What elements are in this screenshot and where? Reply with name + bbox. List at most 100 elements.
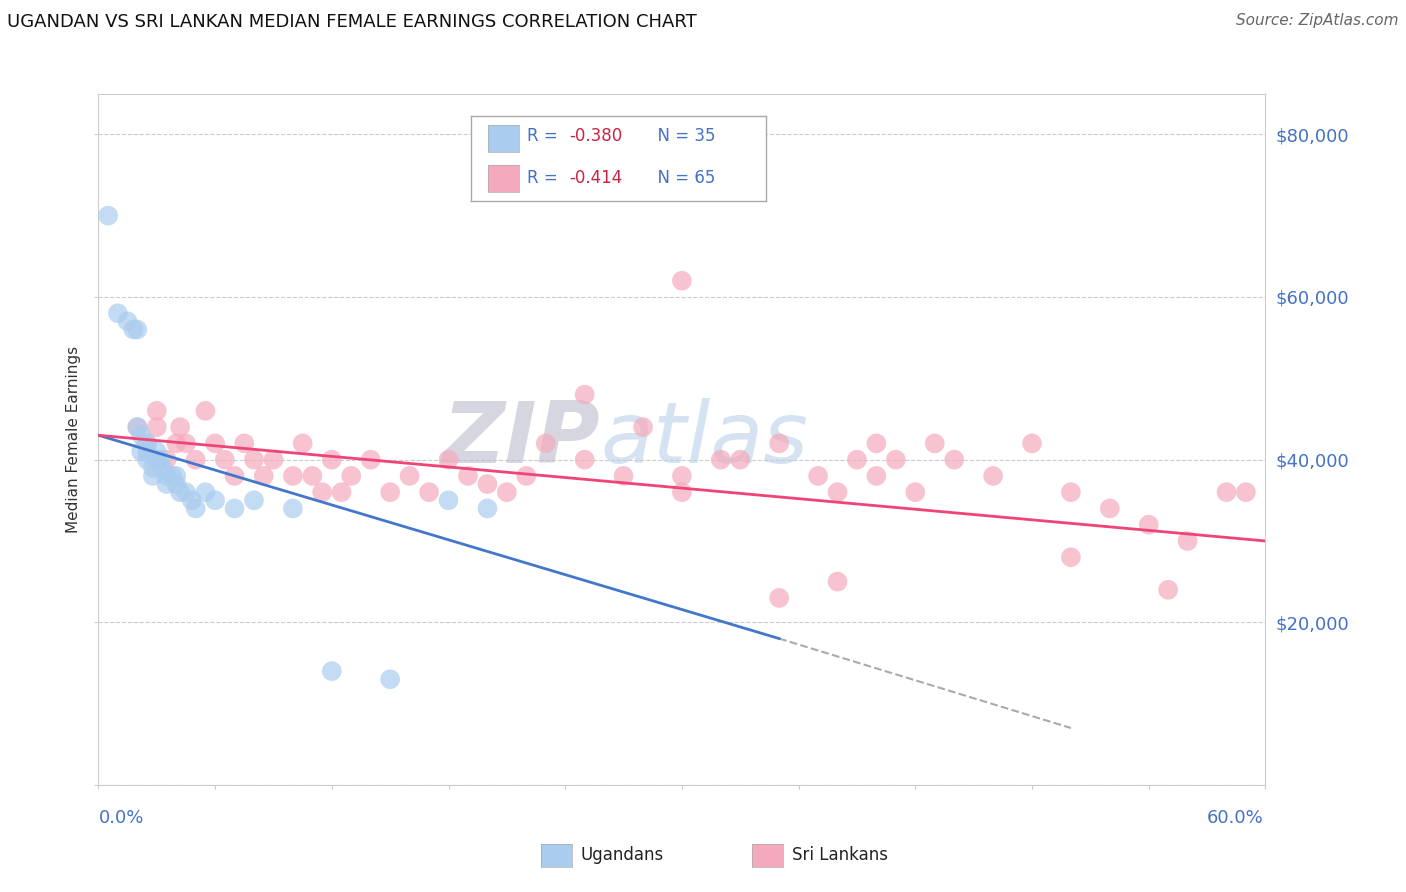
Point: [243, 493, 266, 508]
Point: [152, 460, 174, 475]
Text: N = 65: N = 65: [647, 169, 716, 187]
Point: [262, 452, 284, 467]
Point: [330, 485, 353, 500]
Text: R =: R =: [527, 169, 564, 187]
Point: [477, 477, 499, 491]
Point: [184, 452, 207, 467]
Point: [710, 452, 733, 467]
Point: [117, 314, 139, 328]
Point: [136, 452, 159, 467]
Point: [162, 469, 184, 483]
Point: [846, 452, 869, 467]
Point: [340, 469, 363, 483]
Point: [107, 306, 129, 320]
Point: [146, 420, 169, 434]
Text: 0.0%: 0.0%: [98, 809, 143, 827]
Point: [136, 444, 159, 458]
Point: [378, 672, 402, 686]
Point: [981, 469, 1004, 483]
Point: [457, 469, 479, 483]
Point: [165, 477, 187, 491]
Point: [155, 452, 177, 467]
Point: [1215, 485, 1237, 500]
Text: Sri Lankans: Sri Lankans: [792, 846, 887, 863]
Text: 60.0%: 60.0%: [1208, 809, 1264, 827]
Point: [1177, 533, 1199, 548]
Point: [136, 436, 159, 450]
Point: [534, 436, 557, 450]
Point: [671, 469, 693, 483]
Point: [321, 452, 343, 467]
Point: [865, 436, 887, 450]
Point: [180, 493, 202, 508]
Point: [904, 485, 927, 500]
Point: [169, 485, 191, 500]
Y-axis label: Median Female Earnings: Median Female Earnings: [66, 346, 82, 533]
Point: [360, 452, 382, 467]
Point: [214, 452, 236, 467]
Point: [321, 664, 343, 678]
Point: [169, 420, 191, 434]
Point: [398, 469, 420, 483]
Point: [631, 420, 654, 434]
Text: -0.414: -0.414: [569, 169, 623, 187]
Text: atlas: atlas: [600, 398, 808, 481]
Text: N = 35: N = 35: [647, 127, 716, 145]
Point: [884, 452, 907, 467]
Point: [165, 469, 187, 483]
Point: [827, 574, 849, 589]
Point: [574, 387, 596, 401]
Point: [943, 452, 966, 467]
Point: [233, 436, 256, 450]
Point: [129, 444, 152, 458]
Point: [194, 485, 217, 500]
Point: [730, 452, 752, 467]
Point: [146, 452, 169, 467]
Point: [97, 209, 120, 223]
Point: [924, 436, 946, 450]
Point: [515, 469, 537, 483]
Point: [807, 469, 830, 483]
Point: [613, 469, 636, 483]
Point: [184, 501, 207, 516]
Text: ZIP: ZIP: [443, 398, 600, 481]
Point: [827, 485, 849, 500]
Point: [174, 485, 197, 500]
Text: -0.380: -0.380: [569, 127, 623, 145]
Point: [671, 485, 693, 500]
Point: [224, 469, 246, 483]
Point: [1021, 436, 1043, 450]
Point: [1234, 485, 1257, 500]
Point: [174, 436, 197, 450]
Point: [127, 420, 149, 434]
Point: [1060, 485, 1083, 500]
Point: [165, 436, 187, 450]
Point: [671, 274, 693, 288]
Point: [194, 404, 217, 418]
Point: [122, 322, 145, 336]
Text: R =: R =: [527, 127, 564, 145]
Point: [142, 469, 165, 483]
Point: [418, 485, 440, 500]
Point: [574, 452, 596, 467]
Point: [378, 485, 402, 500]
Text: Source: ZipAtlas.com: Source: ZipAtlas.com: [1236, 13, 1399, 29]
Point: [768, 436, 790, 450]
Text: UGANDAN VS SRI LANKAN MEDIAN FEMALE EARNINGS CORRELATION CHART: UGANDAN VS SRI LANKAN MEDIAN FEMALE EARN…: [7, 13, 697, 31]
Point: [127, 420, 149, 434]
Point: [768, 591, 790, 605]
Point: [253, 469, 276, 483]
Point: [129, 428, 152, 442]
Point: [1098, 501, 1121, 516]
Point: [1137, 517, 1160, 532]
Point: [477, 501, 499, 516]
Point: [127, 322, 149, 336]
Point: [437, 452, 460, 467]
Point: [146, 404, 169, 418]
Point: [865, 469, 887, 483]
Point: [311, 485, 333, 500]
Point: [155, 477, 177, 491]
Point: [142, 460, 165, 475]
Point: [495, 485, 517, 500]
Point: [224, 501, 246, 516]
